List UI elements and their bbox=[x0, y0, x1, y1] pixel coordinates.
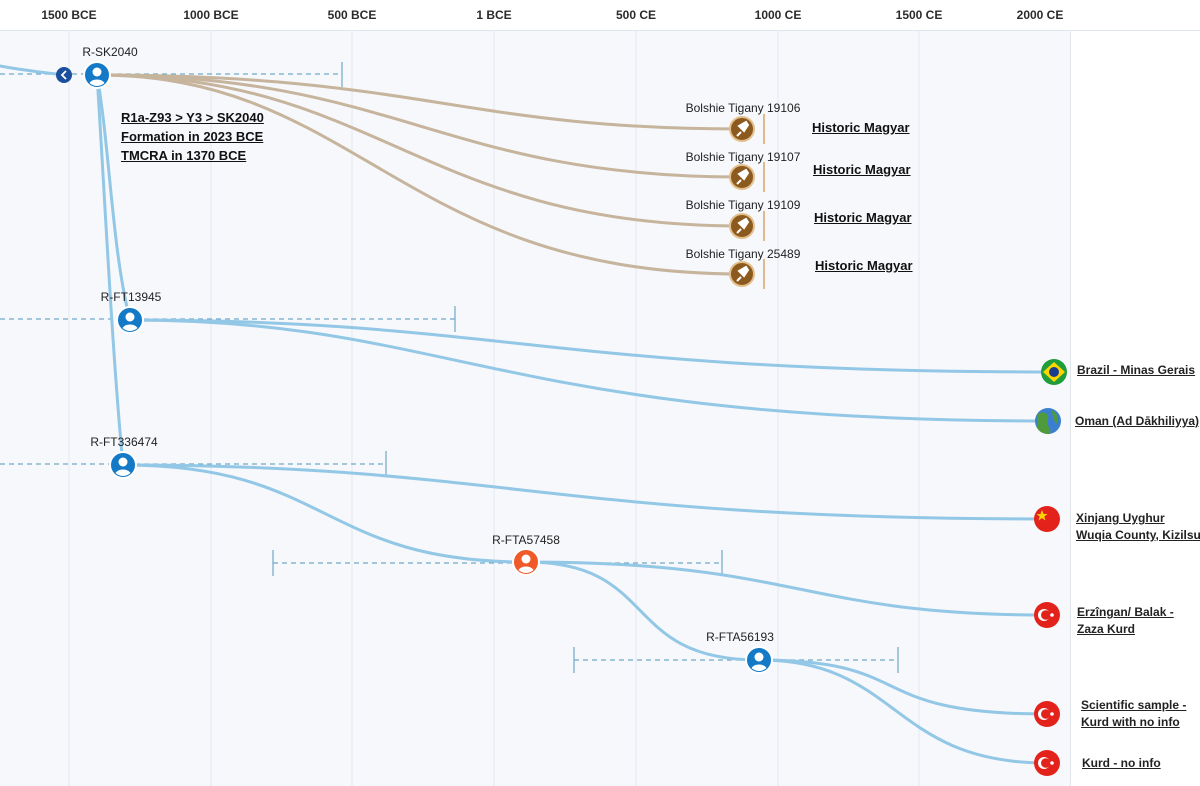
ancient-sample-name: Bolshie Tigany 19106 bbox=[685, 101, 801, 115]
ancient-sample-icon-19107[interactable] bbox=[729, 164, 755, 190]
modern-branches bbox=[0, 64, 1056, 765]
branch-to-r-ft13945 bbox=[95, 73, 132, 322]
node-r-sk2040[interactable] bbox=[83, 61, 111, 91]
ancient-sample-name: Bolshie Tigany 25489 bbox=[685, 247, 801, 261]
info-lineage: R1a-Z93 > Y3 > SK2040 bbox=[121, 110, 264, 125]
branch-to-bolshie-tigany-19107 bbox=[95, 73, 744, 179]
ancient-culture-label[interactable]: Historic Magyar bbox=[814, 210, 912, 225]
axis-tick-label: 1000 BCE bbox=[183, 8, 239, 22]
ancient-sample-icon-19109[interactable] bbox=[729, 213, 755, 239]
turkey-flag-icon[interactable] bbox=[1034, 750, 1060, 776]
sample-place-label[interactable]: Xinjang Uyghur Wuqia County, Kizilsu bbox=[1076, 510, 1200, 544]
node-label-r-fta56193: R-FTA56193 bbox=[706, 630, 774, 644]
node-r-fta56193[interactable] bbox=[745, 646, 773, 676]
branch-to-erzingan bbox=[524, 560, 1049, 617]
axis-tick-label: 500 BCE bbox=[327, 8, 377, 22]
ancient-sample-name: Bolshie Tigany 19109 bbox=[685, 198, 801, 212]
place-line: Wuqia County, Kizilsu bbox=[1076, 528, 1200, 542]
collapse-button[interactable] bbox=[56, 67, 72, 83]
place-line: Kurd - no info bbox=[1082, 756, 1161, 770]
info-formation: Formation in 2023 BCE bbox=[121, 129, 264, 144]
axis-tick-label: 500 CE bbox=[615, 8, 657, 22]
place-line: Scientific sample - bbox=[1081, 698, 1187, 712]
axis-tick-label: 1000 CE bbox=[754, 8, 802, 22]
ancient-culture-label[interactable]: Historic Magyar bbox=[815, 258, 913, 273]
axis-tick-label: 1 BCE bbox=[476, 8, 512, 22]
info-tmrca: TMCRA in 1370 BCE bbox=[121, 148, 247, 163]
node-label-r-ft336474: R-FT336474 bbox=[90, 435, 158, 449]
branch-to-bolshie-tigany-19106 bbox=[95, 73, 744, 131]
branch-to-scientific-sample bbox=[757, 658, 1049, 716]
trowel-icon bbox=[736, 168, 750, 185]
place-line: Erzîngan/ Balak - bbox=[1077, 605, 1174, 619]
sample-place-label[interactable]: Kurd - no info bbox=[1082, 755, 1161, 772]
trowel-icon bbox=[736, 120, 750, 137]
node-r-ft13945[interactable] bbox=[116, 306, 144, 336]
ancient-culture-label[interactable]: Historic Magyar bbox=[812, 120, 910, 135]
time-axis: 1500 BCE 1000 BCE 500 BCE 1 BCE 500 CE 1… bbox=[0, 0, 1200, 31]
sample-place-label[interactable]: Scientific sample - Kurd with no info bbox=[1081, 697, 1186, 731]
trowel-icon bbox=[736, 265, 750, 282]
ancient-sample-icon-19106[interactable] bbox=[729, 116, 755, 142]
branch-to-r-fta56193 bbox=[524, 560, 761, 662]
node-r-ft336474[interactable] bbox=[109, 451, 137, 481]
sample-place-label[interactable]: Oman (Ad Dākhiliyya) bbox=[1075, 413, 1199, 430]
sample-place-label[interactable]: Erzîngan/ Balak - Zaza Kurd bbox=[1077, 604, 1174, 638]
ancient-culture-label[interactable]: Historic Magyar bbox=[813, 162, 911, 177]
sample-place-label[interactable]: Brazil - Minas Gerais bbox=[1077, 362, 1195, 379]
branch-to-r-fta57458 bbox=[121, 463, 528, 564]
node-label-r-ft13945: R-FT13945 bbox=[100, 290, 162, 304]
place-line: Zaza Kurd bbox=[1077, 622, 1136, 636]
globe-icon[interactable] bbox=[1035, 408, 1061, 434]
turkey-flag-icon[interactable] bbox=[1034, 602, 1060, 628]
branch-to-bolshie-tigany-25489 bbox=[95, 73, 744, 276]
axis-tick-label: 1500 CE bbox=[895, 8, 943, 22]
branch-to-oman bbox=[128, 318, 1050, 423]
person-icon bbox=[115, 457, 131, 476]
node-label-r-sk2040: R-SK2040 bbox=[82, 45, 138, 59]
person-icon bbox=[518, 554, 534, 573]
branch-to-bolshie-tigany-19109 bbox=[95, 73, 744, 228]
ancient-sample-name: Bolshie Tigany 19107 bbox=[685, 150, 801, 164]
haplogroup-info-annotation: R1a-Z93 > Y3 > SK2040 Formation in 2023 … bbox=[121, 108, 264, 165]
brazil-flag-icon[interactable] bbox=[1041, 359, 1067, 385]
branch-to-r-ft336474 bbox=[95, 73, 125, 467]
chevron-left-icon bbox=[60, 70, 67, 80]
person-icon bbox=[89, 67, 105, 86]
place-line: Kurd with no info bbox=[1081, 715, 1180, 729]
branch-to-xinjiang bbox=[121, 463, 1049, 521]
grid-lines bbox=[68, 30, 920, 786]
axis-tick-label: 1500 BCE bbox=[41, 8, 97, 22]
ancient-branches bbox=[95, 73, 744, 276]
place-line: Oman (Ad Dākhiliyya) bbox=[1075, 414, 1200, 428]
branch-to-kurd-no-info bbox=[757, 658, 1049, 765]
node-label-r-fta57458: R-FTA57458 bbox=[492, 533, 560, 547]
person-icon bbox=[122, 312, 138, 331]
branch-to-brazil bbox=[128, 318, 1056, 374]
place-line: Xinjang Uyghur bbox=[1076, 511, 1165, 525]
node-r-fta57458[interactable] bbox=[512, 548, 540, 578]
china-flag-icon[interactable] bbox=[1034, 506, 1060, 532]
axis-tick-label: 2000 CE bbox=[1016, 8, 1064, 22]
trowel-icon bbox=[736, 217, 750, 234]
ancient-sample-icon-25489[interactable] bbox=[729, 261, 755, 287]
place-line: Brazil - Minas Gerais bbox=[1077, 363, 1196, 377]
turkey-flag-icon[interactable] bbox=[1034, 701, 1060, 727]
person-icon bbox=[751, 652, 767, 671]
